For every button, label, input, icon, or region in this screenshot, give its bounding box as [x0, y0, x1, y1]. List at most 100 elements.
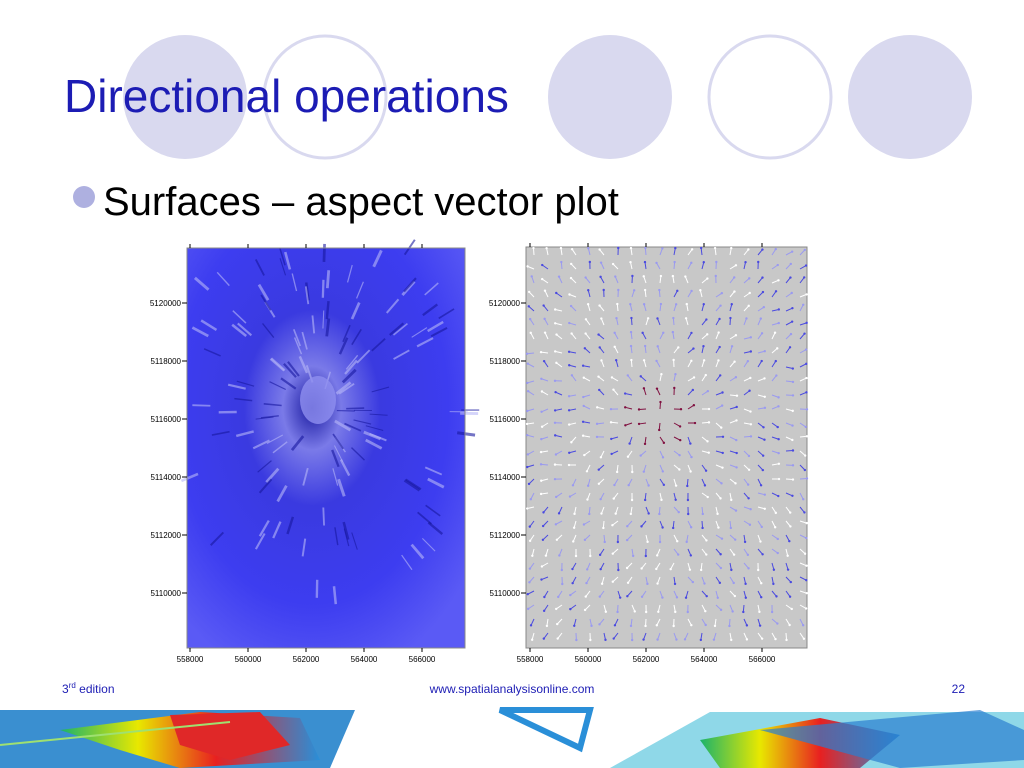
arrow-head: [616, 610, 619, 614]
arrow-head: [644, 624, 647, 628]
arrow-head: [611, 524, 614, 527]
arrow-head: [626, 581, 630, 584]
arrow-head: [704, 609, 707, 613]
arrow-head: [803, 276, 806, 279]
arrow-head: [587, 289, 590, 292]
arrow-head: [699, 246, 703, 250]
arrow-head: [615, 470, 619, 474]
arrow-head: [749, 350, 753, 353]
arrow-head: [610, 376, 614, 379]
arrow-head: [785, 638, 788, 642]
arrow-head: [570, 441, 573, 444]
arrow-head: [637, 408, 641, 411]
arrow-head: [732, 553, 736, 556]
arrow-head: [791, 394, 795, 397]
arrow-head: [567, 423, 571, 426]
arrow-head: [540, 578, 543, 581]
arrow-head: [629, 260, 632, 264]
arrow-head: [544, 554, 548, 557]
page-number: 22: [952, 682, 966, 696]
arrow-head: [689, 554, 693, 557]
arrow-head: [774, 247, 777, 251]
arrow-head: [759, 317, 762, 320]
arrow-head: [706, 495, 709, 499]
ridge: [311, 315, 316, 334]
arrow-head: [553, 434, 557, 437]
ridge: [237, 322, 253, 337]
arrow-head: [805, 376, 808, 380]
arrow-head: [555, 538, 559, 541]
arrow-head: [805, 477, 809, 480]
ridge: [321, 279, 325, 298]
ridge: [290, 435, 305, 451]
arrow-head: [773, 331, 777, 334]
arrow-head: [632, 289, 636, 292]
arrow-head: [690, 359, 693, 363]
arrow-head: [646, 582, 649, 586]
arrow-head: [777, 405, 780, 408]
ridge: [389, 322, 405, 336]
arrow-head: [609, 421, 613, 424]
ridge: [341, 368, 357, 384]
arrow-head: [643, 442, 647, 446]
arrow-head: [660, 498, 663, 502]
x-tick-label: 564000: [351, 655, 378, 664]
arrow-head: [730, 246, 733, 250]
arrow-head: [706, 277, 709, 280]
arrow-head: [748, 291, 751, 295]
arrow-head: [567, 409, 571, 412]
arrow-head: [702, 261, 705, 264]
ridge: [279, 258, 287, 276]
arrow-head: [716, 596, 719, 599]
arrow-head: [658, 512, 661, 516]
arrow-head: [684, 596, 688, 599]
arrow-head: [542, 637, 546, 640]
arrow-head: [749, 508, 752, 511]
arrow-head: [802, 303, 805, 306]
arrow-head: [642, 387, 646, 390]
arrow-head: [557, 275, 561, 278]
arrow-head: [584, 595, 587, 598]
arrow-head: [678, 454, 681, 457]
arrow-head: [629, 330, 633, 334]
arrow-head: [760, 596, 763, 599]
arrow-head: [686, 498, 690, 502]
y-tick-label: 5120000: [489, 299, 521, 308]
arrow-head: [688, 568, 692, 571]
ridge: [180, 472, 199, 483]
arrow-head: [775, 595, 778, 598]
arrow-head: [584, 318, 588, 321]
arrow-head: [718, 317, 721, 321]
arrow-head: [553, 379, 557, 383]
arrow-head: [646, 317, 650, 320]
ridge: [332, 433, 344, 450]
arrow-head: [662, 331, 665, 335]
arrow-head: [672, 624, 675, 628]
arrow-head: [571, 567, 574, 571]
arrow-head: [775, 374, 778, 377]
arrow-head: [763, 350, 766, 353]
arrow-head: [777, 279, 780, 282]
ridge: [411, 327, 428, 338]
arrow-head: [804, 264, 808, 267]
y-tick-label: 5118000: [489, 357, 520, 366]
arrow-head: [588, 260, 592, 264]
arrow-head: [745, 624, 749, 627]
url: www.spatialanalysisonline.com: [429, 682, 595, 696]
arrow-head: [730, 345, 734, 348]
arrow-head: [604, 638, 607, 642]
arrow-head: [772, 582, 775, 586]
arrow-head: [661, 596, 664, 599]
arrow-head: [803, 248, 806, 252]
arrow-head: [640, 595, 644, 598]
ridge: [365, 425, 384, 431]
x-tick-label: 560000: [575, 655, 602, 664]
arrow-head: [655, 554, 659, 557]
arrow-head: [746, 483, 750, 486]
arrow-head: [628, 442, 631, 445]
arrow-head: [583, 538, 587, 542]
arrow-head: [674, 484, 678, 487]
arrow-head: [716, 512, 719, 516]
arrow-head: [542, 304, 545, 307]
arrow-head: [567, 395, 571, 398]
